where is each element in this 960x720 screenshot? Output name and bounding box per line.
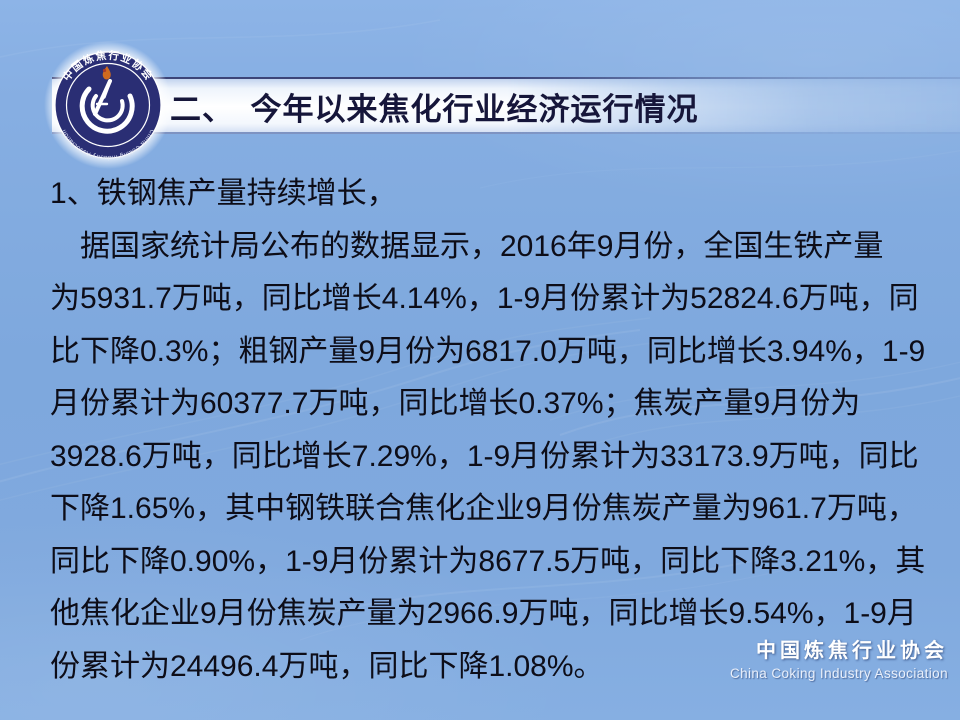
body-line: 比下降0.3%；粗钢产量9月份为6817.0万吨，同比增长3.94%，1-9 <box>50 334 926 368</box>
body-line: 据国家统计局公布的数据显示，2016年9月份，全国生铁产量 <box>80 229 884 263</box>
footer-signature: 中国炼焦行业协会 China Coking Industry Associati… <box>730 634 948 681</box>
body-line: 同比下降0.90%，1-9月份累计为8677.5万吨，同比下降3.21%，其 <box>50 544 926 578</box>
body-line: 份累计为24496.4万吨，同比下降1.08%。 <box>50 649 604 683</box>
logo-emblem <box>79 79 135 134</box>
association-logo-icon: 中国炼焦行业协会 China Coking Industry Associati… <box>44 41 172 169</box>
body-line: 3928.6万吨，同比增长7.29%，1-9月份累计为33173.9万吨，同比 <box>50 439 919 473</box>
body-line: 为5931.7万吨，同比增长4.14%，1-9月份累计为52824.6万吨，同 <box>50 282 919 315</box>
footer-org-name-en: China Coking Industry Association <box>729 666 948 681</box>
body-line: 月份累计为60377.7万吨，同比增长0.37%；焦炭产量9月份为 <box>50 387 861 420</box>
page-title: 二、 今年以来焦化行业经济运行情况 <box>170 92 699 127</box>
body-line: 下降1.65%，其中钢铁联合焦化企业9月份焦炭产量为961.7万吨， <box>50 492 917 525</box>
logo-flame-icon <box>102 66 111 80</box>
body-text: 1、铁钢焦产量持续增长， 据国家统计局公布的数据显示，2016年9月份，全国生铁… <box>50 168 926 693</box>
title-banner <box>52 77 960 134</box>
body-heading-line: 1、铁钢焦产量持续增长， <box>50 177 397 210</box>
footer-org-name-cn: 中国炼焦行业协会 <box>756 640 948 662</box>
logo-flame-spark <box>102 68 107 73</box>
body-line: 他焦化企业9月份焦炭产量为2966.9万吨，同比增长9.54%，1-9月 <box>50 597 917 630</box>
